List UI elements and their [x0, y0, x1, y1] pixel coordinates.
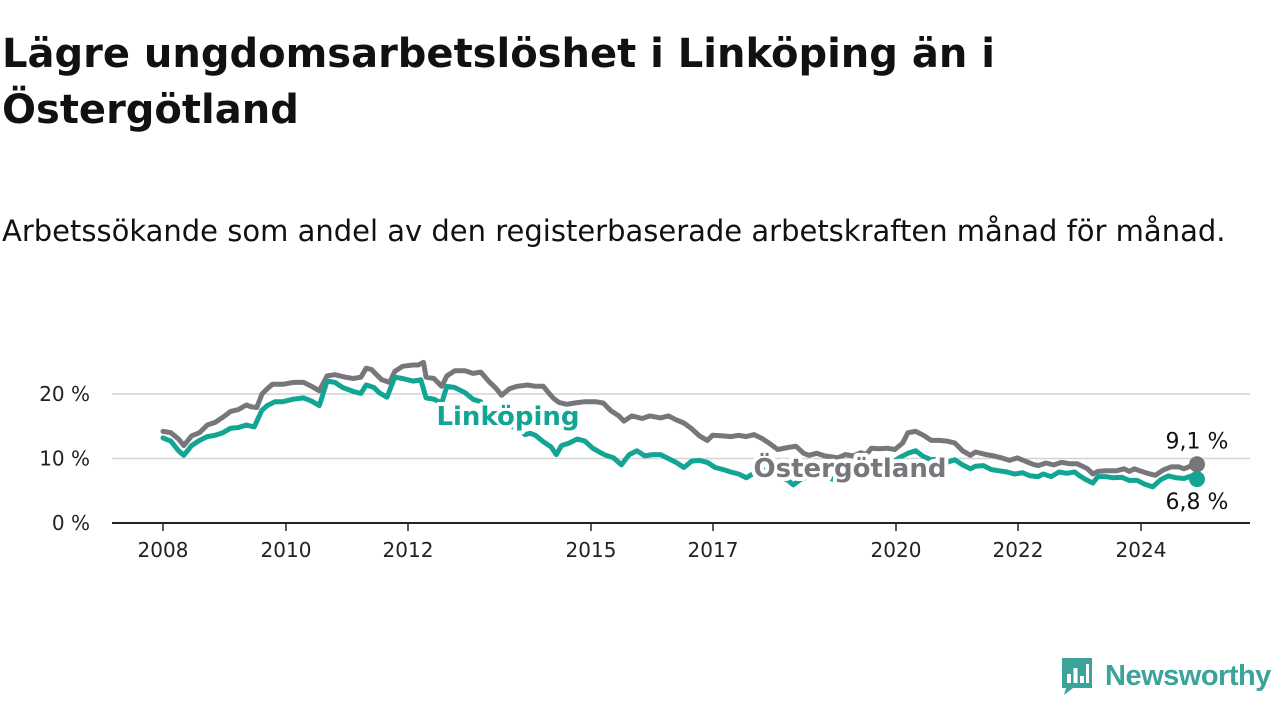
series-label-halo: Östergötland	[754, 451, 947, 484]
x-tick-label: 2010	[261, 538, 312, 562]
end-marker	[1189, 471, 1205, 488]
x-tick-label: 2024	[1116, 538, 1167, 562]
end-value-label: 9,1 %	[1166, 429, 1229, 454]
x-tick-label: 2008	[138, 538, 189, 562]
line-chart: 0 % 10 % 20 % 2008 2010 2012 2015 2017 2020 2022…	[39, 359, 1250, 562]
x-tick-label: 2020	[871, 538, 922, 562]
brand-name: Newsworthy	[1105, 659, 1271, 692]
newsworthy-chart-icon	[1062, 658, 1092, 695]
x-tick-label: 2015	[566, 538, 617, 562]
brand-logo: Newsworthy	[1059, 655, 1271, 697]
end-value-label: 6,8 %	[1166, 490, 1229, 515]
y-tick-label: 0 %	[52, 511, 90, 535]
series-label: Östergötland	[754, 451, 947, 484]
x-tick-label: 2022	[993, 538, 1044, 562]
series-label-halo: Linköping	[436, 402, 579, 432]
x-tick-label: 2017	[688, 538, 739, 562]
series-label: Linköping	[436, 402, 579, 432]
series-line	[160, 359, 1200, 478]
chart-subtitle: Arbetssökande som andel av den registerb…	[2, 214, 1226, 248]
y-tick-label: 20 %	[39, 382, 90, 406]
x-tick-label: 2012	[383, 538, 434, 562]
series-labels: ÖstergötlandÖstergötlandLinköpingLinköpi…	[432, 398, 950, 488]
chart-title: Lägre ungdomsarbetslöshet i Linköping än…	[2, 31, 995, 133]
series-lines	[160, 359, 1200, 490]
end-marker	[1189, 456, 1205, 473]
end-markers: 9,1 % 6,8 %	[1166, 429, 1229, 515]
x-axis-ticks: 2008 2010 2012 2015 2017 2020 2022 2024	[138, 523, 1167, 562]
y-gridlines	[112, 393, 1250, 460]
y-axis-labels: 0 % 10 % 20 %	[39, 382, 90, 535]
series-line	[160, 374, 1200, 490]
y-tick-label: 10 %	[39, 447, 90, 471]
